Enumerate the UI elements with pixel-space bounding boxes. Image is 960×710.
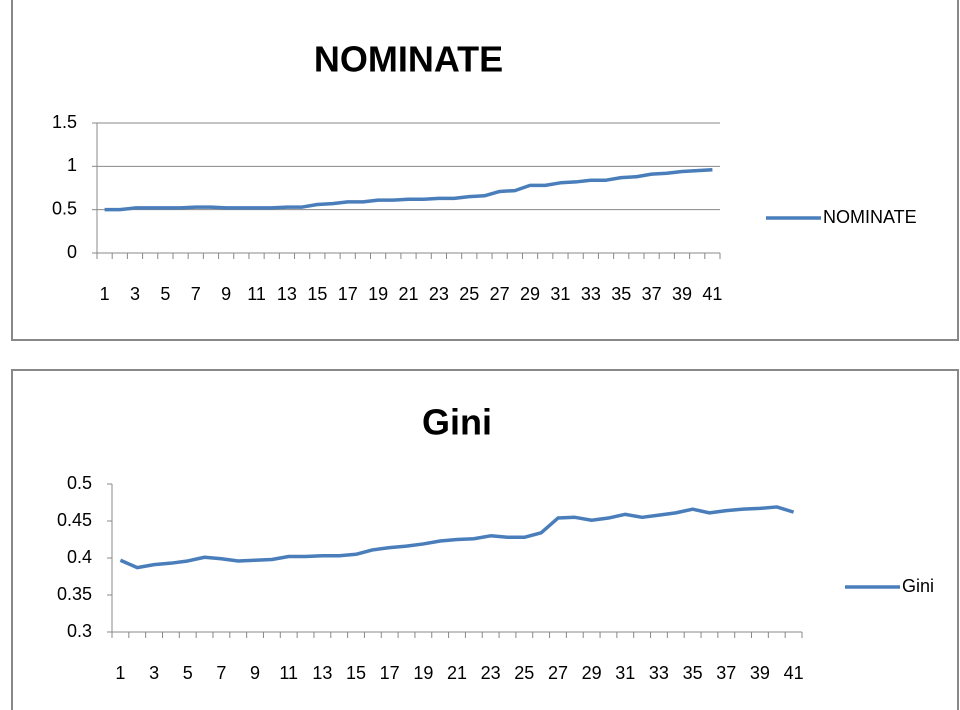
x-tick-label: 31	[550, 284, 570, 304]
x-tick-label: 31	[615, 663, 635, 683]
x-tick-label: 1	[115, 663, 125, 683]
legend-label: Gini	[902, 576, 934, 596]
x-tick-label: 9	[250, 663, 260, 683]
x-tick-label: 23	[481, 663, 501, 683]
x-tick-label: 27	[548, 663, 568, 683]
chart-frame	[11, 0, 959, 341]
x-tick-label: 37	[642, 284, 662, 304]
x-tick-label: 5	[183, 663, 193, 683]
x-tick-label: 27	[490, 284, 510, 304]
x-tick-label: 21	[447, 663, 467, 683]
y-tick-label: 1	[67, 155, 77, 175]
data-line	[119, 505, 795, 570]
x-tick-label: 1	[100, 284, 110, 304]
x-tick-label: 29	[520, 284, 540, 304]
y-tick-label: 0.35	[57, 584, 92, 604]
y-tick-label: 0	[67, 242, 77, 262]
x-tick-label: 23	[429, 284, 449, 304]
x-tick-label: 9	[221, 284, 231, 304]
x-tick-label: 11	[247, 284, 266, 304]
x-tick-label: 41	[702, 284, 722, 304]
x-tick-label: 7	[191, 284, 201, 304]
y-tick-label: 0.45	[57, 510, 92, 530]
data-line	[104, 168, 713, 212]
chart-title: Gini	[422, 402, 492, 443]
x-tick-label: 5	[160, 284, 170, 304]
x-tick-label: 15	[307, 284, 327, 304]
y-tick-label: 0.5	[67, 473, 92, 493]
y-tick-label: 0.4	[67, 547, 92, 567]
x-tick-label: 17	[380, 663, 400, 683]
x-tick-label: 37	[716, 663, 736, 683]
x-tick-label: 41	[784, 663, 804, 683]
x-tick-label: 39	[672, 284, 692, 304]
x-tick-label: 33	[581, 284, 601, 304]
x-tick-label: 39	[750, 663, 770, 683]
x-tick-label: 17	[338, 284, 358, 304]
y-tick-label: 0.5	[52, 198, 77, 218]
x-tick-label: 3	[130, 284, 140, 304]
chart-title: NOMINATE	[314, 39, 503, 80]
x-tick-label: 3	[149, 663, 159, 683]
x-tick-label: 13	[277, 284, 297, 304]
x-tick-label: 21	[398, 284, 418, 304]
legend-label: NOMINATE	[823, 207, 917, 227]
y-tick-label: 1.5	[52, 112, 77, 132]
x-tick-label: 11	[279, 663, 298, 683]
x-tick-label: 33	[649, 663, 669, 683]
x-tick-label: 13	[312, 663, 332, 683]
x-tick-label: 29	[582, 663, 602, 683]
chart-frame	[11, 369, 959, 710]
x-tick-label: 7	[216, 663, 226, 683]
x-tick-label: 25	[514, 663, 534, 683]
x-tick-label: 25	[459, 284, 479, 304]
x-tick-label: 19	[368, 284, 388, 304]
x-tick-label: 19	[413, 663, 433, 683]
x-tick-label: 35	[611, 284, 631, 304]
y-tick-label: 0.3	[67, 621, 92, 641]
x-tick-label: 15	[346, 663, 366, 683]
x-tick-label: 35	[683, 663, 703, 683]
